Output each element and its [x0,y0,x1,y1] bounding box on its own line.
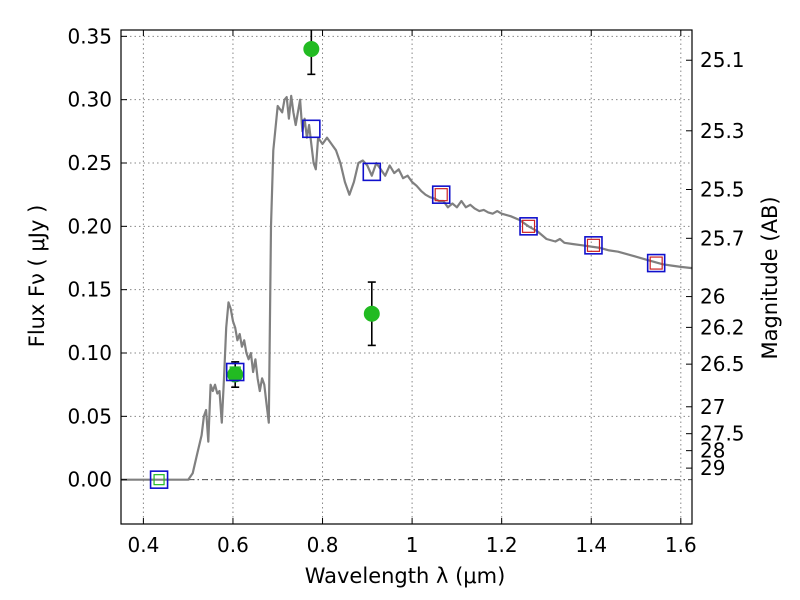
model-flux-square [646,253,666,273]
model-flux-square [362,162,382,182]
right-axis-label: Magnitude (AB) [758,196,782,359]
axis-ticks [121,30,692,524]
x-tick-label: 1 [406,533,419,557]
y-tick-label: 0.30 [67,88,112,112]
model-inner-red-square [649,256,663,270]
photometry-markers [149,30,666,489]
model-inner-green-square [229,366,241,378]
right-tick-label: 26 [700,285,725,309]
x-tick-label: 1.4 [575,533,607,557]
right-tick-label: 28 [700,439,725,463]
model-inner-red-square [586,238,601,252]
x-axis-label: Wavelength λ (μm) [305,564,506,588]
y-tick-label: 0.10 [67,341,112,365]
y-tick-label: 0.15 [67,278,112,302]
x-tick-label: 0.4 [127,533,159,557]
right-tick-label: 29 [700,456,725,480]
x-tick-label: 0.6 [217,533,249,557]
grid-lines [121,30,692,524]
observed-flux-point [363,305,380,322]
right-tick-label: 26.2 [700,315,745,339]
model-flux-square [431,185,451,204]
model-flux-square [149,470,169,489]
right-tick-label: 25.7 [700,226,745,250]
model-flux-square [225,362,245,382]
y-tick-label: 0.25 [67,151,112,175]
model-flux-square [584,236,603,255]
y-axis-label: Flux Fν ( μJy ) [25,205,49,348]
y-tick-label: 0.35 [67,24,112,48]
model-flux-square [302,119,321,139]
model-inner-red-square [521,219,536,233]
right-tick-label: 25.3 [700,119,745,143]
y-tick-label: 0.05 [67,404,112,428]
sed-model-line [121,94,693,481]
right-tick-label: 25.1 [700,48,745,72]
right-tick-label: 27 [700,395,725,419]
model-inner-green-square [153,474,165,486]
y-tick-label: 0.00 [67,468,112,492]
plot-frame [120,29,693,525]
y-tick-label: 0.20 [67,214,112,238]
sed-model-line-layer [121,94,693,481]
right-tick-label: 25.5 [700,177,745,201]
x-tick-label: 1.2 [486,533,518,557]
x-tick-label: 1.6 [665,533,697,557]
right-tick-label: 27.5 [700,422,745,446]
observed-flux-point [303,41,320,57]
x-tick-label: 0.8 [307,533,339,557]
model-flux-square [519,217,538,236]
tick-labels: 0.4 0.6 0.8 1 1.2 1.4 1.6 0.00 0.05 0.10 0.15 0.20 0… [67,24,744,557]
right-tick-label: 26.5 [700,352,745,376]
model-inner-red-square [434,188,448,202]
